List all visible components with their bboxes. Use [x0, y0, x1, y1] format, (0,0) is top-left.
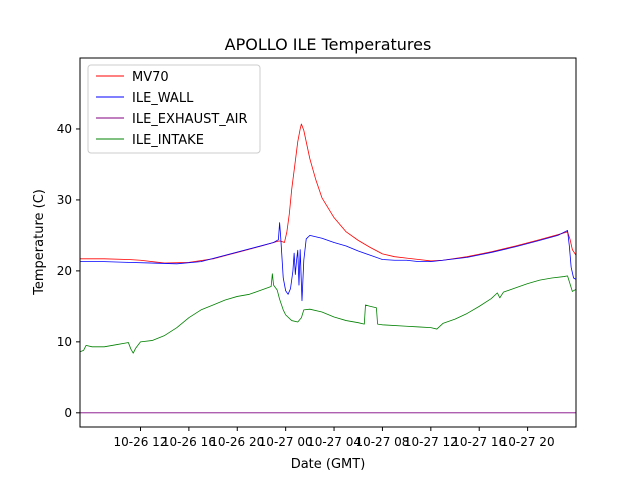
legend-label: ILE_EXHAUST_AIR: [132, 112, 248, 127]
x-tick-label: 10-26 20: [210, 435, 264, 449]
x-tick-label: 10-27 12: [404, 435, 458, 449]
series-line-ile-intake: [79, 273, 577, 354]
y-tick-label: 0: [64, 406, 72, 420]
x-tick-label: 10-26 12: [114, 435, 168, 449]
y-tick-label: 20: [57, 264, 72, 278]
x-tick-label: 10-27 20: [501, 435, 555, 449]
series-layer: [79, 123, 577, 414]
legend-box: [87, 64, 261, 154]
legend-label: ILE_WALL: [132, 91, 194, 106]
x-tick-label: 10-26 16: [162, 435, 216, 449]
legend: MV70 ILE_WALL ILE_EXHAUST_AIR ILE_INTAKE: [87, 64, 261, 154]
x-tick-label: 10-27 04: [307, 435, 361, 449]
y-tick-label: 40: [57, 122, 72, 136]
x-tick-label: 10-27 00: [259, 435, 313, 449]
legend-label: MV70: [132, 70, 169, 85]
y-axis-label: Temperature (C): [32, 189, 47, 296]
x-tick-label: 10-27 08: [355, 435, 409, 449]
y-tick-label: 10: [57, 335, 72, 349]
chart-title: APOLLO ILE Temperatures: [225, 35, 432, 54]
y-tick-label: 30: [57, 193, 72, 207]
x-axis-label: Date (GMT): [291, 457, 366, 472]
x-tick-label: 10-27 16: [452, 435, 506, 449]
series-line-ile-wall: [80, 222, 577, 302]
legend-label: ILE_INTAKE: [132, 133, 204, 148]
plot-frame: [79, 57, 577, 428]
